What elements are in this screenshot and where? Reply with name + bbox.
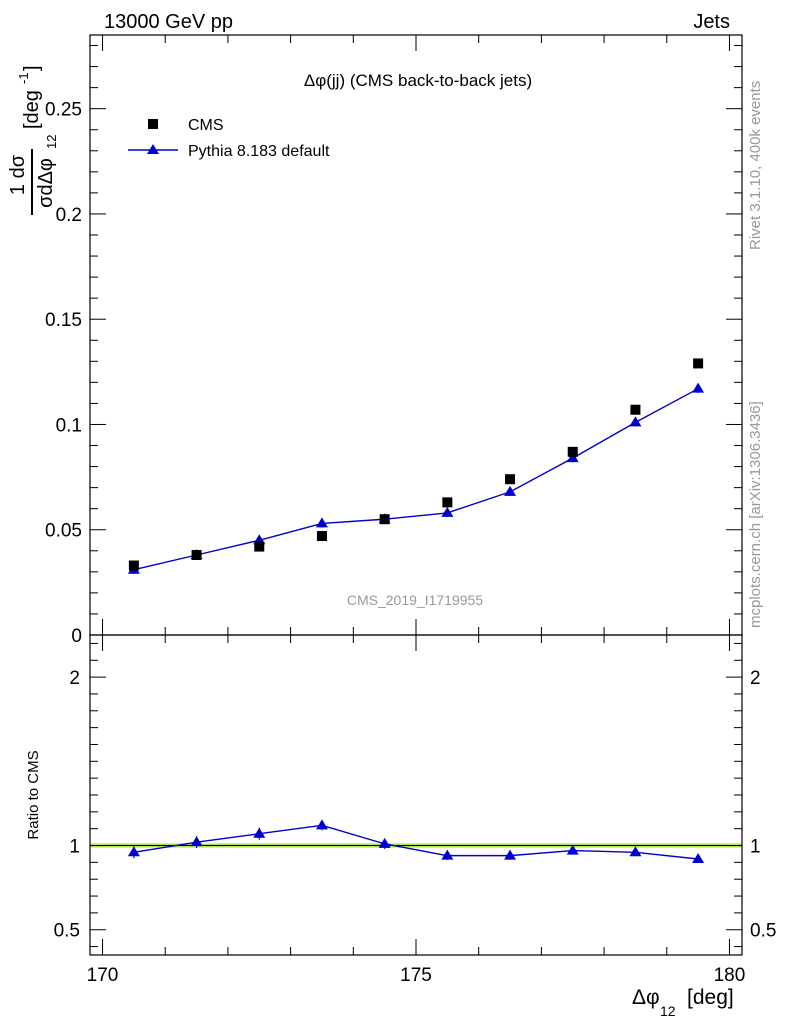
ratio-point [253,827,266,838]
main-y-tick-labels: 0 0.05 0.1 0.15 0.2 0.25 [45,100,82,647]
ratio-point [315,819,328,830]
x-axis-label: Δφ 12 [deg] [632,986,734,1019]
main-series-layer [127,358,705,574]
ratio-point [692,853,705,863]
pythia-point [441,506,454,517]
cms-point [693,358,704,369]
cms-point [630,404,641,415]
svg-text:[deg: [deg [21,90,43,129]
cms-point [567,446,578,457]
svg-text:]: ] [21,65,43,71]
legend-pythia-marker [147,144,159,154]
x-tick-label: 175 [400,965,432,986]
ratio-point [378,837,391,848]
main-plot-panel: 0 0.05 0.1 0.15 0.2 0.25 Δφ(jj) (CMS back-to-… [7,34,743,647]
x-tick-label: 180 [714,965,746,986]
cms-point [191,550,202,560]
svg-text:12: 12 [660,1003,676,1019]
ratio-plot-frame [89,634,743,956]
legend-cms-label: CMS [188,117,224,134]
ratio-y-tick-label: 1 [69,837,80,858]
ratio-y-tick-label-right: 0.5 [750,921,776,942]
mcplots-side-label: mcplots.cern.ch [arXiv:1306.3436] [747,401,764,628]
ratio-y-tick-label-right: 2 [750,668,761,689]
main-plot-title: Δφ(jj) (CMS back-to-back jets) [304,71,532,90]
ratio-point [127,846,140,857]
legend-pythia-label: Pythia 8.183 default [188,143,330,160]
svg-text:[deg]: [deg] [687,986,734,1009]
ratio-tick-marks [90,635,742,955]
svg-text:12: 12 [44,135,59,149]
pythia-series-line [133,388,699,571]
pythia-point [566,452,579,463]
ratio-y-axis-label: Ratio to CMS [25,750,42,839]
cms-point [505,474,516,485]
pythia-point [504,485,517,496]
cms-point [254,541,265,552]
ratio-point [504,849,517,860]
cms-point [442,497,453,508]
svg-text:-1: -1 [16,72,31,84]
cms-point [316,531,327,542]
rivet-side-label: Rivet 3.1.10, 400k events [747,81,764,250]
analysis-watermark: CMS_2019_I1719955 [347,592,483,608]
header-left-label: 13000 GeV pp [104,11,233,33]
ratio-point [629,846,642,857]
ratio-point [190,836,203,847]
ratio-series-layer [127,819,705,863]
ratio-y-tick-labels: 0.5 0.5 1 1 2 2 [54,668,777,942]
main-y-axis-label: 1 dσ σdΔφ 12 [deg -1 ] [7,65,59,215]
main-y-tick-label: 0 [71,626,82,647]
svg-text:σdΔφ: σdΔφ [35,158,57,208]
x-tick-labels: 170 175 180 [87,965,746,986]
main-y-tick-label: 0.15 [45,310,82,331]
main-y-tick-label: 0.2 [56,205,82,226]
ratio-point [441,849,454,860]
ratio-plot-panel: 0.5 0.5 1 1 2 2 170 175 180 Ratio to CMS [25,634,777,986]
legend-cms-marker [148,119,158,129]
main-y-tick-label: 0.1 [56,415,82,436]
svg-text:Δφ: Δφ [632,986,660,1009]
ratio-point [566,844,579,855]
main-y-tick-label: 0.05 [45,521,82,542]
cms-point [128,560,139,571]
pythia-point [629,416,642,427]
svg-text:1 dσ: 1 dσ [7,154,29,195]
main-y-tick-label: 0.25 [45,100,82,121]
x-tick-label: 170 [87,965,119,986]
ratio-y-tick-label: 2 [69,668,80,689]
header-right-label: Jets [693,11,730,33]
cms-point [379,514,390,525]
ratio-series-line [133,824,699,860]
legend: CMS Pythia 8.183 default [128,117,330,160]
ratio-y-tick-label: 0.5 [54,921,80,942]
ratio-y-tick-label-right: 1 [750,837,761,858]
pythia-point [315,517,328,528]
pythia-point [692,382,705,393]
